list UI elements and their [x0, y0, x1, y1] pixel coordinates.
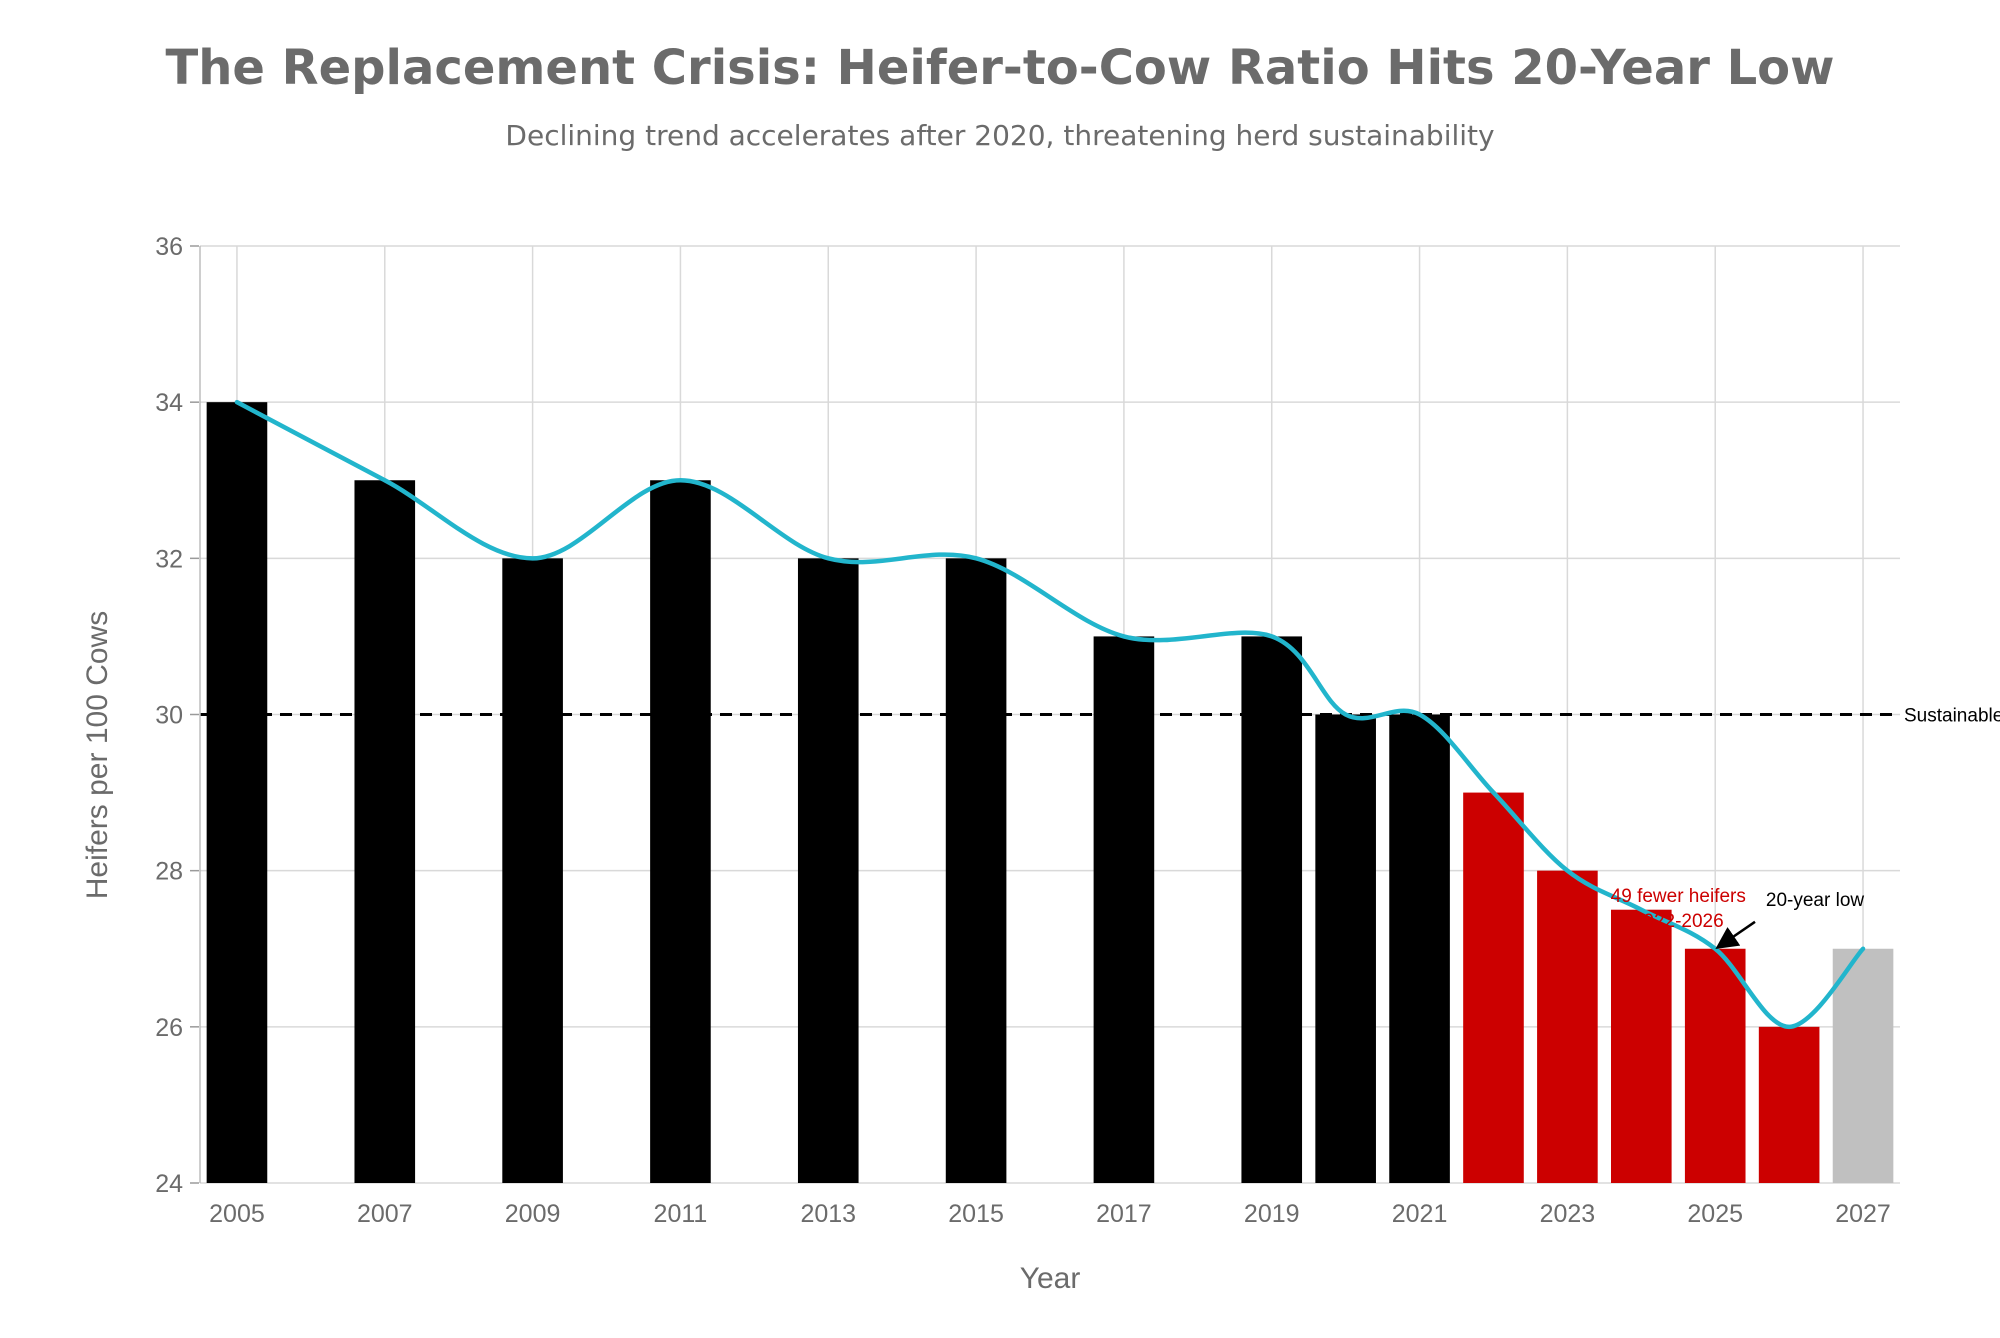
bar-2011	[650, 480, 711, 1183]
y-tick-label: 30	[155, 702, 183, 730]
chart-subtitle: Declining trend accelerates after 2020, …	[505, 119, 1494, 152]
x-tick-label: 2005	[209, 1200, 265, 1228]
x-tick-label: 2019	[1244, 1200, 1300, 1228]
annotation-line: 49 fewer heifers	[1611, 886, 1746, 907]
annotation-arrow	[1715, 920, 1756, 950]
y-tick-label: 32	[155, 545, 183, 573]
y-tick-label: 24	[155, 1170, 183, 1198]
x-tick-label: 2025	[1687, 1200, 1743, 1228]
y-tick-label: 36	[155, 233, 183, 261]
bar-2026	[1758, 1026, 1820, 1183]
bar-2019	[1241, 636, 1303, 1183]
bar-2027	[1832, 948, 1894, 1183]
y-axis-title: Heifers per 100 Cows	[81, 611, 114, 899]
y-tick-label: 26	[155, 1014, 183, 1042]
x-tick-label: 2007	[357, 1200, 413, 1228]
bar-2024	[1611, 909, 1672, 1183]
annotation-fewer-heifers: 49 fewer heifers 2022-2026	[1611, 886, 1746, 932]
reference-line-label: Sustainable	[1904, 706, 2000, 727]
x-tick-label: 2027	[1835, 1200, 1891, 1228]
bar-2017	[1093, 636, 1155, 1183]
bar-2009	[502, 558, 563, 1183]
bars	[206, 402, 1894, 1184]
x-tick-label: 2015	[948, 1200, 1004, 1228]
bar-2005	[206, 402, 268, 1184]
y-tick-label: 34	[155, 389, 183, 417]
x-tick-label: 2011	[654, 1200, 708, 1228]
bar-2015	[945, 558, 1007, 1183]
bar-2013	[797, 558, 859, 1183]
bar-2025	[1684, 948, 1746, 1183]
axes: 24 26 28 30 32 34 36 2005 2007 2009 2011 2013 2015 20…	[155, 233, 1891, 1228]
x-tick-label: 2017	[1096, 1200, 1152, 1228]
trend-line	[234, 399, 1866, 1030]
x-tick-label: 2009	[505, 1200, 561, 1228]
bar-2020	[1315, 714, 1376, 1183]
bar-2021	[1389, 714, 1450, 1183]
chart-title: The Replacement Crisis: Heifer-to-Cow Ra…	[165, 40, 1834, 96]
x-tick-label: 2023	[1540, 1200, 1596, 1228]
bar-2022	[1463, 792, 1524, 1183]
x-tick-label: 2013	[800, 1200, 856, 1228]
annotation-20-year-low: 20-year low	[1766, 890, 1864, 911]
bar-2023	[1537, 870, 1598, 1183]
x-axis-title: Year	[1020, 1262, 1081, 1295]
annotations: 49 fewer heifers 2022-2026 20-year low	[1611, 886, 1864, 962]
y-tick-label: 28	[155, 858, 183, 886]
reference-line-group: Sustainable	[200, 706, 2000, 727]
trend-line-group	[234, 399, 1866, 1030]
x-tick-label: 2021	[1392, 1200, 1448, 1228]
bar-2007	[354, 480, 416, 1183]
annotation-line: 2022-2026	[1633, 911, 1724, 932]
annotation-pointer	[1703, 958, 1710, 962]
